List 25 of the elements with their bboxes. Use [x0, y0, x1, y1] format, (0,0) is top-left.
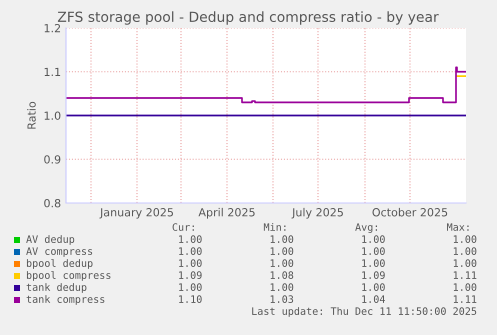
text: 1.00 1.00 1.00 1.00 — [179, 235, 476, 243]
chart-title: ZFS storage pool - Dedup and compress ratio - by year — [58, 11, 439, 25]
text: 1.10 1.03 1.04 1.11 — [179, 295, 476, 303]
text: 1.00 1.00 1.00 1.00 — [179, 247, 476, 255]
y-tick-label: 1.2 — [44, 24, 60, 32]
legend-label: bpool compress — [26, 271, 110, 281]
y-tick-label: 0.9 — [44, 155, 60, 164]
legend-label: tank compress — [26, 295, 104, 305]
x-tick-label: July 2025 — [292, 208, 343, 219]
x-tick-label: October 2025 — [372, 208, 448, 216]
text: Last update: Thu Dec 11 11:50:00 2025 — [252, 307, 476, 317]
y-tick-label: 0.8 — [44, 198, 60, 208]
legend-label: bpool dedup — [26, 259, 93, 269]
text: 1.00 1.00 1.00 1.00 — [179, 259, 476, 267]
x-tick-label: January 2025 — [99, 208, 173, 219]
x-tick-label: April 2025 — [198, 208, 255, 219]
text: 1.09 1.08 1.09 1.11 — [179, 271, 476, 279]
text: Cur: Min: Avg: Max: — [172, 223, 469, 233]
legend-label: tank dedup — [26, 283, 86, 293]
legend-label: AV compress — [26, 247, 92, 257]
y-tick-label: 1.1 — [44, 68, 60, 76]
y-tick-label: 1.0 — [44, 111, 60, 120]
legend-label: AV dedup — [26, 235, 74, 245]
text: 1.00 1.00 1.00 1.00 — [179, 283, 476, 291]
y-axis-title: Ratio — [27, 102, 36, 129]
